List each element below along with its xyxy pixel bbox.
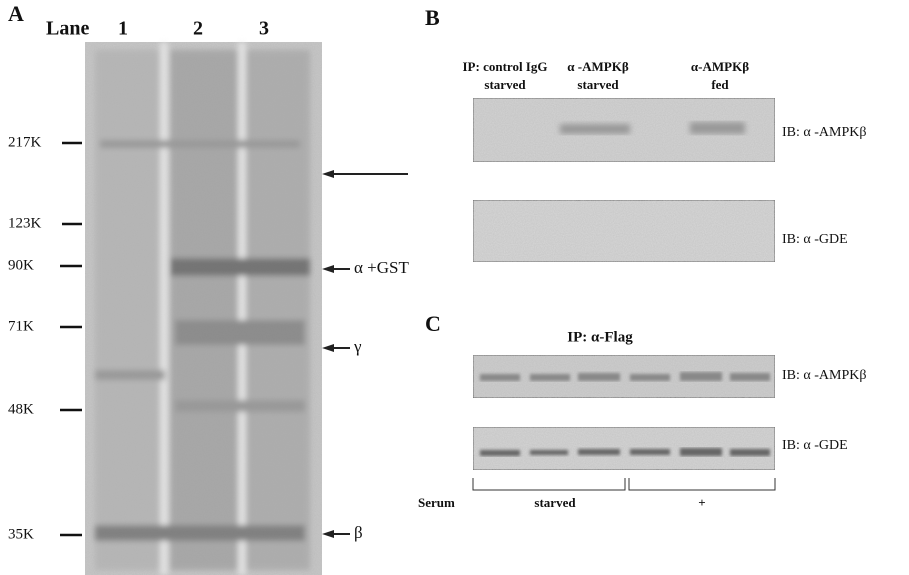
panel-label: A <box>8 1 24 26</box>
blot-label: IB: α -AMPKβ <box>782 125 866 140</box>
blot-label: IB: α -GDE <box>782 438 848 453</box>
column-ip: IP: control IgG <box>463 59 548 74</box>
blot <box>472 354 776 399</box>
size-markers: 217K 123K 90K 71K 48K 35K <box>8 134 82 542</box>
column-condition: fed <box>711 77 729 92</box>
panel-c: C IP: α-Flag IB: α -AMPKβ IB: α -GDE Ser… <box>418 311 866 510</box>
group-label: + <box>698 495 705 510</box>
brackets <box>472 478 776 491</box>
blot <box>472 426 776 471</box>
column-condition: starved <box>577 77 619 92</box>
panel-label: C <box>425 311 441 336</box>
lane-label: 3 <box>259 18 269 40</box>
blot <box>472 199 776 263</box>
column-ip: α-AMPKβ <box>691 59 749 74</box>
arrows <box>322 170 408 538</box>
annotation: β <box>354 523 363 542</box>
panel-a: A Lane 1 2 3 217K 123K 90K <box>8 1 409 575</box>
group-label: starved <box>534 495 576 510</box>
column-condition: starved <box>484 77 526 92</box>
panel-label: B <box>425 5 440 30</box>
blot-label: IB: α -GDE <box>782 232 848 247</box>
lane-header: Lane <box>46 18 89 40</box>
lane-label: 1 <box>118 18 128 40</box>
gel <box>85 42 322 575</box>
annotation: γ <box>353 337 362 356</box>
marker-label: 217K <box>8 134 42 150</box>
panel-b: B IP: control IgG starved α -AMPKβ starv… <box>425 5 866 263</box>
marker-label: 35K <box>8 526 34 542</box>
blot-label: IB: α -AMPKβ <box>782 368 866 383</box>
ip-label: IP: α-Flag <box>567 329 633 345</box>
marker-label: 90K <box>8 257 34 273</box>
blot <box>472 97 776 163</box>
column-ip: α -AMPKβ <box>567 59 629 74</box>
annotation: α +GST <box>354 258 409 277</box>
row-label: Serum <box>418 495 455 510</box>
lane-label: 2 <box>193 18 203 40</box>
marker-label: 123K <box>8 215 42 231</box>
marker-label: 48K <box>8 401 34 417</box>
marker-label: 71K <box>8 318 34 334</box>
